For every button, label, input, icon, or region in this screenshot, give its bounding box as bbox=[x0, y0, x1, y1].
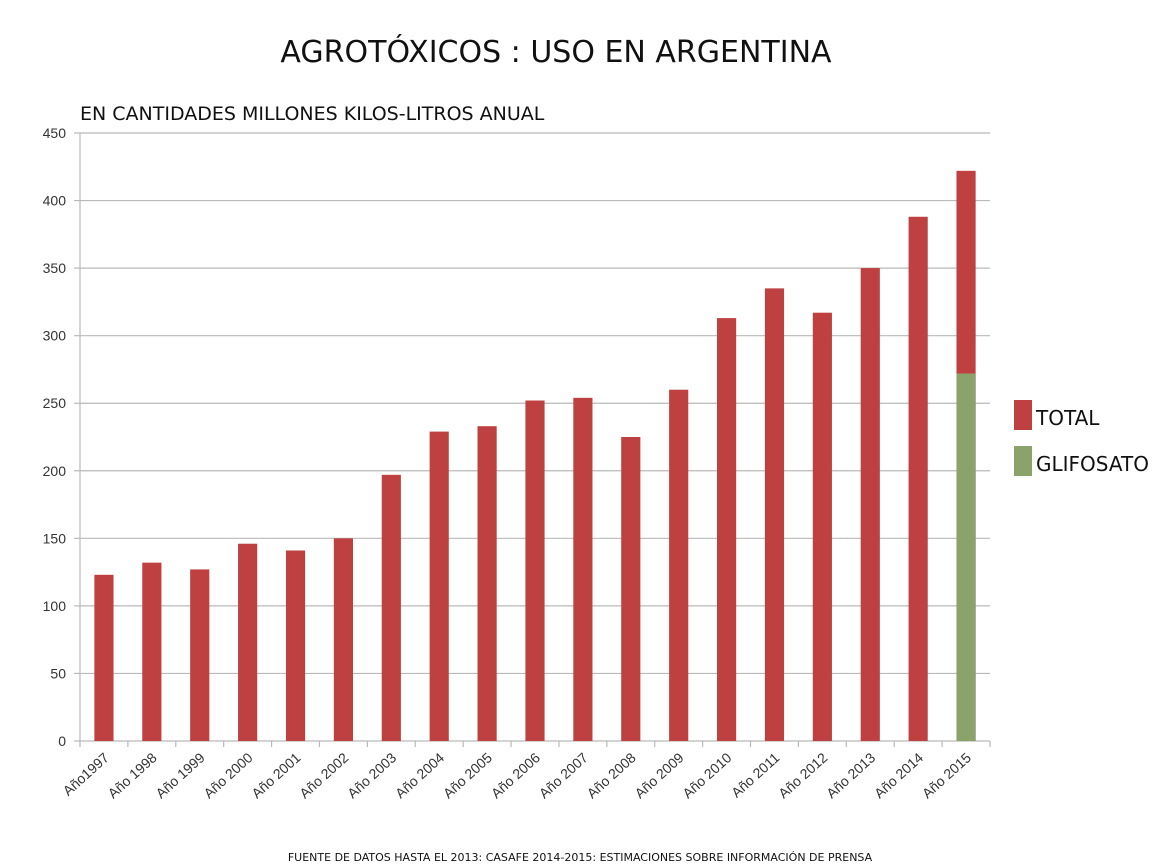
y-tick-label: 200 bbox=[43, 463, 67, 479]
bar-total bbox=[908, 216, 928, 741]
bar-total bbox=[669, 389, 689, 741]
x-tick-label: Año 2007 bbox=[536, 749, 591, 801]
bar-total bbox=[764, 288, 785, 741]
x-tick-label: Año 2015 bbox=[919, 749, 974, 801]
y-tick-label: 50 bbox=[50, 665, 66, 681]
y-tick-label: 0 bbox=[58, 733, 66, 749]
y-axis-ticks: 0 50 100 150 200 250 300 350 400 450 bbox=[43, 125, 67, 749]
y-tick-label: 150 bbox=[43, 530, 67, 546]
x-tick-label: Año 2009 bbox=[631, 749, 686, 801]
x-tick-label: Año 1999 bbox=[152, 749, 207, 801]
chart-subtitle: EN CANTIDADES MILLONES KILOS-LITROS ANUA… bbox=[80, 103, 545, 125]
y-tick-label: 250 bbox=[43, 395, 67, 411]
x-tick-label: Año 2003 bbox=[344, 749, 399, 801]
bar-total bbox=[381, 474, 401, 741]
bar-total bbox=[142, 562, 162, 741]
x-tick-label: Año 2014 bbox=[871, 749, 926, 801]
x-tick-label: Año 2005 bbox=[440, 749, 495, 801]
x-tick-label: Año 2013 bbox=[823, 749, 878, 801]
legend-swatch-total bbox=[1014, 400, 1032, 430]
x-tick-label: Año 2008 bbox=[584, 749, 639, 801]
x-tick-label: Año 2000 bbox=[200, 749, 255, 801]
legend-label-glifosato: GLIFOSATO bbox=[1036, 452, 1149, 476]
x-tick-label: Año 2001 bbox=[248, 749, 303, 801]
x-tick-label: Año1997 bbox=[60, 749, 113, 799]
x-tick-label: Año 2004 bbox=[392, 749, 447, 801]
source-note: FUENTE DE DATOS HASTA EL 2013: CASAFE 20… bbox=[288, 851, 873, 864]
x-tick-label: Año 2010 bbox=[679, 749, 734, 801]
bars bbox=[94, 170, 976, 741]
y-tick-label: 300 bbox=[43, 328, 67, 344]
chart-title: AGROTÓXICOS : USO EN ARGENTINA bbox=[280, 33, 832, 70]
x-tick-label: Año 2006 bbox=[488, 749, 543, 801]
bar-glifosato bbox=[956, 373, 976, 741]
bar-total bbox=[190, 569, 210, 741]
y-tick-label: 350 bbox=[43, 260, 67, 276]
bar-total bbox=[477, 426, 497, 741]
bar-total bbox=[621, 437, 641, 741]
x-tick-label: Año 2002 bbox=[296, 749, 351, 801]
x-tick-label: Año 1998 bbox=[105, 749, 160, 801]
y-tick-label: 400 bbox=[43, 193, 67, 209]
legend-swatch-glifosato bbox=[1014, 446, 1032, 476]
bar-total bbox=[812, 312, 832, 741]
y-tick-label: 100 bbox=[43, 598, 67, 614]
bar-total bbox=[285, 550, 306, 741]
bar-total bbox=[525, 400, 545, 741]
x-tick-label: Año 2011 bbox=[728, 749, 783, 800]
legend: TOTAL GLIFOSATO bbox=[1014, 400, 1149, 476]
bar-total bbox=[429, 431, 449, 741]
bar-total bbox=[573, 397, 593, 741]
bar-total bbox=[860, 268, 880, 741]
legend-label-total: TOTAL bbox=[1035, 406, 1100, 430]
bar-total bbox=[333, 538, 353, 741]
bar-total bbox=[238, 543, 258, 741]
x-tick-label: Año 2012 bbox=[775, 749, 830, 801]
bar-total bbox=[94, 574, 114, 741]
y-tick-label: 450 bbox=[43, 125, 67, 141]
bar-total bbox=[717, 318, 737, 741]
